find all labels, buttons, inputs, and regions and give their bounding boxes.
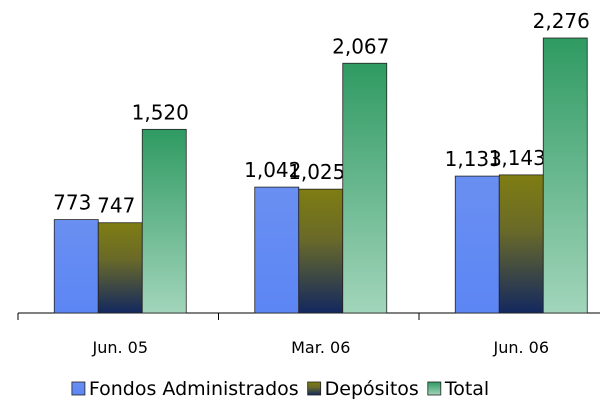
bar [254,186,300,314]
legend-swatch [307,381,322,396]
legend-label: Fondos Administrados [89,378,299,400]
bar [542,37,588,314]
data-label: 1,133 [445,147,502,171]
bar [53,219,99,314]
legend-label: Depósitos [325,378,419,400]
legend-swatch [427,381,442,396]
data-label: 773 [53,191,91,215]
data-label: 1,520 [132,100,189,124]
bar [342,62,388,314]
data-label: 1,025 [288,160,345,184]
x-tick-label: Mar. 06 [291,338,350,357]
legend-label: Total [444,378,489,400]
bar [298,188,344,314]
bar [141,128,187,314]
bar [454,175,500,314]
data-label: 1,143 [489,146,546,170]
data-label: 747 [97,194,135,218]
data-label: 2,067 [332,34,389,58]
bar [498,174,544,314]
data-label: 2,276 [533,9,590,33]
x-tick-label: Jun. 05 [91,338,148,357]
data-label: 1,042 [244,158,301,182]
x-tick-label: Jun. 06 [492,338,549,357]
legend-swatch [71,381,86,396]
bar [97,222,143,314]
